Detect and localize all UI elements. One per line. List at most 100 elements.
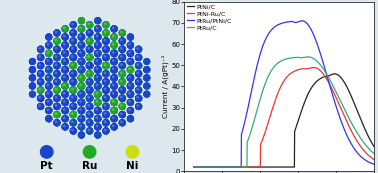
Circle shape: [70, 86, 77, 94]
Circle shape: [135, 62, 142, 69]
Circle shape: [63, 35, 65, 37]
Circle shape: [55, 88, 57, 90]
Circle shape: [94, 91, 101, 98]
Circle shape: [127, 66, 134, 74]
Circle shape: [94, 131, 101, 138]
Circle shape: [55, 112, 57, 115]
Circle shape: [70, 29, 77, 37]
Circle shape: [70, 78, 77, 85]
Circle shape: [45, 91, 52, 98]
Circle shape: [87, 120, 90, 123]
Circle shape: [128, 67, 131, 70]
Circle shape: [102, 37, 110, 45]
Circle shape: [70, 70, 77, 78]
Circle shape: [61, 82, 69, 90]
Circle shape: [96, 84, 98, 86]
Circle shape: [29, 66, 36, 73]
Circle shape: [46, 43, 49, 45]
Circle shape: [110, 58, 118, 65]
Circle shape: [45, 74, 53, 82]
Circle shape: [71, 39, 74, 42]
Circle shape: [86, 86, 93, 94]
Circle shape: [104, 71, 106, 74]
PtNi/C: [309, 87, 313, 89]
Circle shape: [136, 47, 139, 50]
Circle shape: [61, 99, 69, 106]
Text: Pt: Pt: [40, 161, 53, 171]
Circle shape: [119, 86, 126, 94]
Circle shape: [94, 99, 102, 106]
Circle shape: [86, 127, 93, 135]
Circle shape: [102, 94, 110, 102]
Circle shape: [120, 55, 122, 58]
Circle shape: [29, 58, 36, 65]
Circle shape: [102, 70, 110, 78]
Circle shape: [70, 29, 77, 37]
Circle shape: [127, 49, 134, 57]
Circle shape: [94, 50, 101, 57]
Circle shape: [127, 74, 134, 81]
Circle shape: [63, 43, 65, 45]
Circle shape: [53, 37, 61, 45]
Circle shape: [127, 58, 134, 65]
Circle shape: [110, 25, 118, 33]
Circle shape: [77, 107, 85, 114]
Circle shape: [118, 62, 126, 69]
Circle shape: [127, 83, 134, 89]
Circle shape: [110, 107, 118, 114]
Circle shape: [127, 74, 134, 81]
Circle shape: [70, 54, 77, 61]
Circle shape: [70, 127, 77, 135]
Circle shape: [37, 70, 44, 77]
Circle shape: [110, 42, 118, 49]
Circle shape: [71, 47, 74, 50]
Circle shape: [70, 127, 77, 135]
Circle shape: [71, 47, 74, 50]
Circle shape: [102, 38, 110, 45]
Circle shape: [102, 37, 110, 45]
Circle shape: [127, 107, 134, 114]
Circle shape: [71, 55, 74, 58]
Circle shape: [111, 91, 118, 98]
Circle shape: [94, 33, 102, 41]
Circle shape: [96, 116, 98, 119]
Circle shape: [79, 75, 82, 78]
Circle shape: [45, 42, 53, 49]
Circle shape: [77, 74, 85, 82]
Circle shape: [70, 70, 77, 77]
Circle shape: [61, 58, 69, 65]
Circle shape: [78, 25, 85, 32]
Circle shape: [70, 119, 77, 126]
Circle shape: [127, 50, 134, 57]
Circle shape: [62, 42, 69, 49]
Circle shape: [86, 111, 93, 119]
Circle shape: [61, 49, 69, 57]
Circle shape: [78, 50, 85, 57]
Circle shape: [38, 71, 41, 74]
Circle shape: [111, 107, 118, 114]
Circle shape: [53, 62, 60, 69]
Circle shape: [119, 78, 126, 85]
Circle shape: [94, 49, 102, 57]
Circle shape: [79, 35, 82, 37]
Circle shape: [53, 45, 61, 53]
Circle shape: [119, 103, 126, 110]
Circle shape: [102, 78, 109, 85]
Circle shape: [95, 92, 98, 95]
Circle shape: [87, 96, 90, 99]
Circle shape: [119, 86, 126, 94]
Circle shape: [136, 96, 139, 99]
Circle shape: [94, 66, 101, 73]
Circle shape: [110, 90, 118, 98]
Circle shape: [102, 62, 110, 69]
Circle shape: [61, 123, 69, 131]
Circle shape: [112, 84, 115, 86]
Circle shape: [71, 96, 74, 99]
Circle shape: [78, 25, 85, 32]
Circle shape: [94, 58, 102, 65]
Circle shape: [120, 88, 122, 90]
Circle shape: [94, 107, 102, 114]
Circle shape: [104, 96, 106, 99]
Circle shape: [63, 27, 65, 29]
Circle shape: [96, 92, 98, 95]
